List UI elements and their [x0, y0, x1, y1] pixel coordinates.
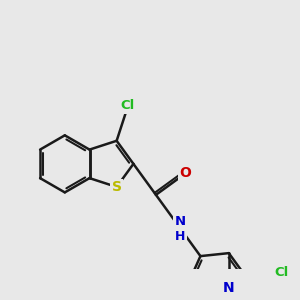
Text: Cl: Cl — [121, 100, 135, 112]
Text: Cl: Cl — [275, 266, 289, 279]
Text: O: O — [180, 166, 191, 180]
Text: H: H — [175, 230, 186, 243]
Text: S: S — [112, 180, 122, 194]
Text: N: N — [175, 215, 186, 228]
Text: N: N — [223, 281, 235, 296]
